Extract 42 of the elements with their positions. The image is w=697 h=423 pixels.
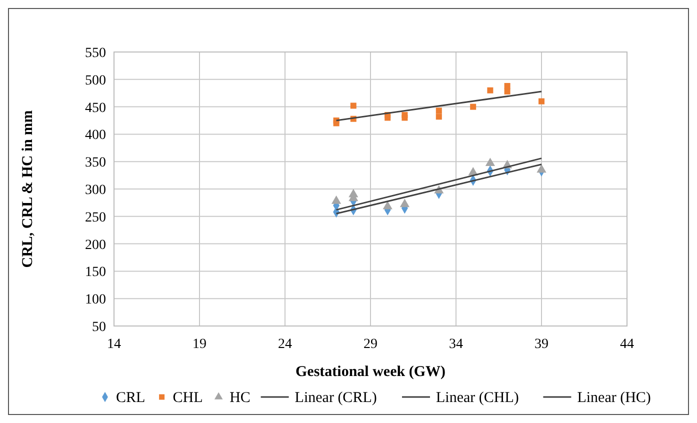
x-tick-label: 34 — [449, 337, 463, 352]
y-axis-title: CRL, CRL & HC in mm — [20, 110, 36, 268]
point — [504, 82, 510, 89]
y-tick-label: 100 — [85, 292, 106, 308]
x-tick-label: 39 — [534, 337, 548, 352]
point — [504, 88, 510, 94]
point — [384, 114, 391, 121]
x-tick-label: 44 — [620, 337, 634, 352]
y-tick-label: 150 — [85, 265, 106, 280]
point — [470, 104, 476, 110]
y-tick-label: 450 — [85, 100, 106, 116]
x-tick-label: 14 — [107, 337, 121, 352]
point — [538, 98, 544, 104]
y-tick-label: 200 — [85, 238, 106, 253]
x-axis-title: Gestational week (GW) — [296, 364, 446, 380]
y-tick-label: 550 — [85, 46, 106, 61]
y-tick-label: 50 — [92, 320, 106, 335]
point — [382, 200, 392, 210]
point — [400, 198, 410, 208]
x-tick-label: 29 — [364, 337, 378, 352]
y-tick-label: 250 — [85, 210, 106, 226]
point — [436, 114, 442, 120]
y-tick-label: 300 — [85, 183, 106, 198]
point — [487, 87, 494, 94]
point — [331, 196, 342, 204]
legend-label: CRL — [116, 390, 146, 406]
legend-label: CHL — [172, 390, 203, 406]
y-tick-label: 350 — [85, 156, 106, 171]
legend-label: Linear (CHL) — [436, 390, 519, 406]
legend-label: HC — [230, 390, 250, 406]
y-tick-label: 500 — [85, 73, 106, 88]
x-tick-label: 24 — [278, 337, 292, 352]
legend-label: Linear (CRL) — [294, 390, 377, 406]
legend-label: Linear (HC) — [577, 390, 651, 406]
point — [436, 108, 442, 114]
x-tick-label: 19 — [192, 337, 206, 352]
y-tick-label: 400 — [85, 128, 106, 144]
point — [485, 158, 496, 166]
point — [333, 120, 340, 126]
point — [402, 114, 408, 121]
point — [536, 164, 546, 173]
point — [350, 102, 356, 109]
